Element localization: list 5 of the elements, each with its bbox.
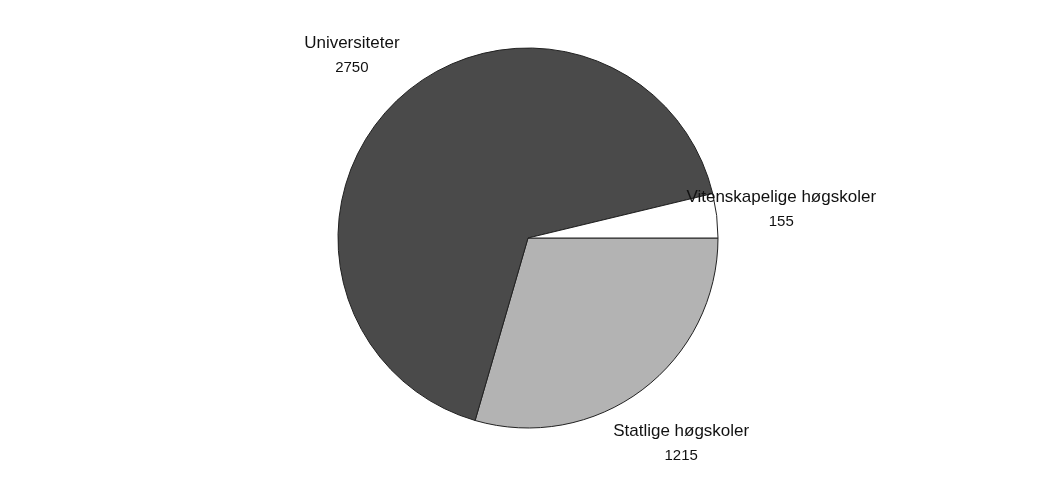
data-label: 1215 bbox=[664, 445, 698, 463]
data-label: 2750 bbox=[335, 57, 369, 75]
data-label: 155 bbox=[768, 211, 794, 229]
slice-label: Universiteter bbox=[304, 32, 400, 52]
slice-label: Statlige høgskoler bbox=[613, 420, 750, 440]
